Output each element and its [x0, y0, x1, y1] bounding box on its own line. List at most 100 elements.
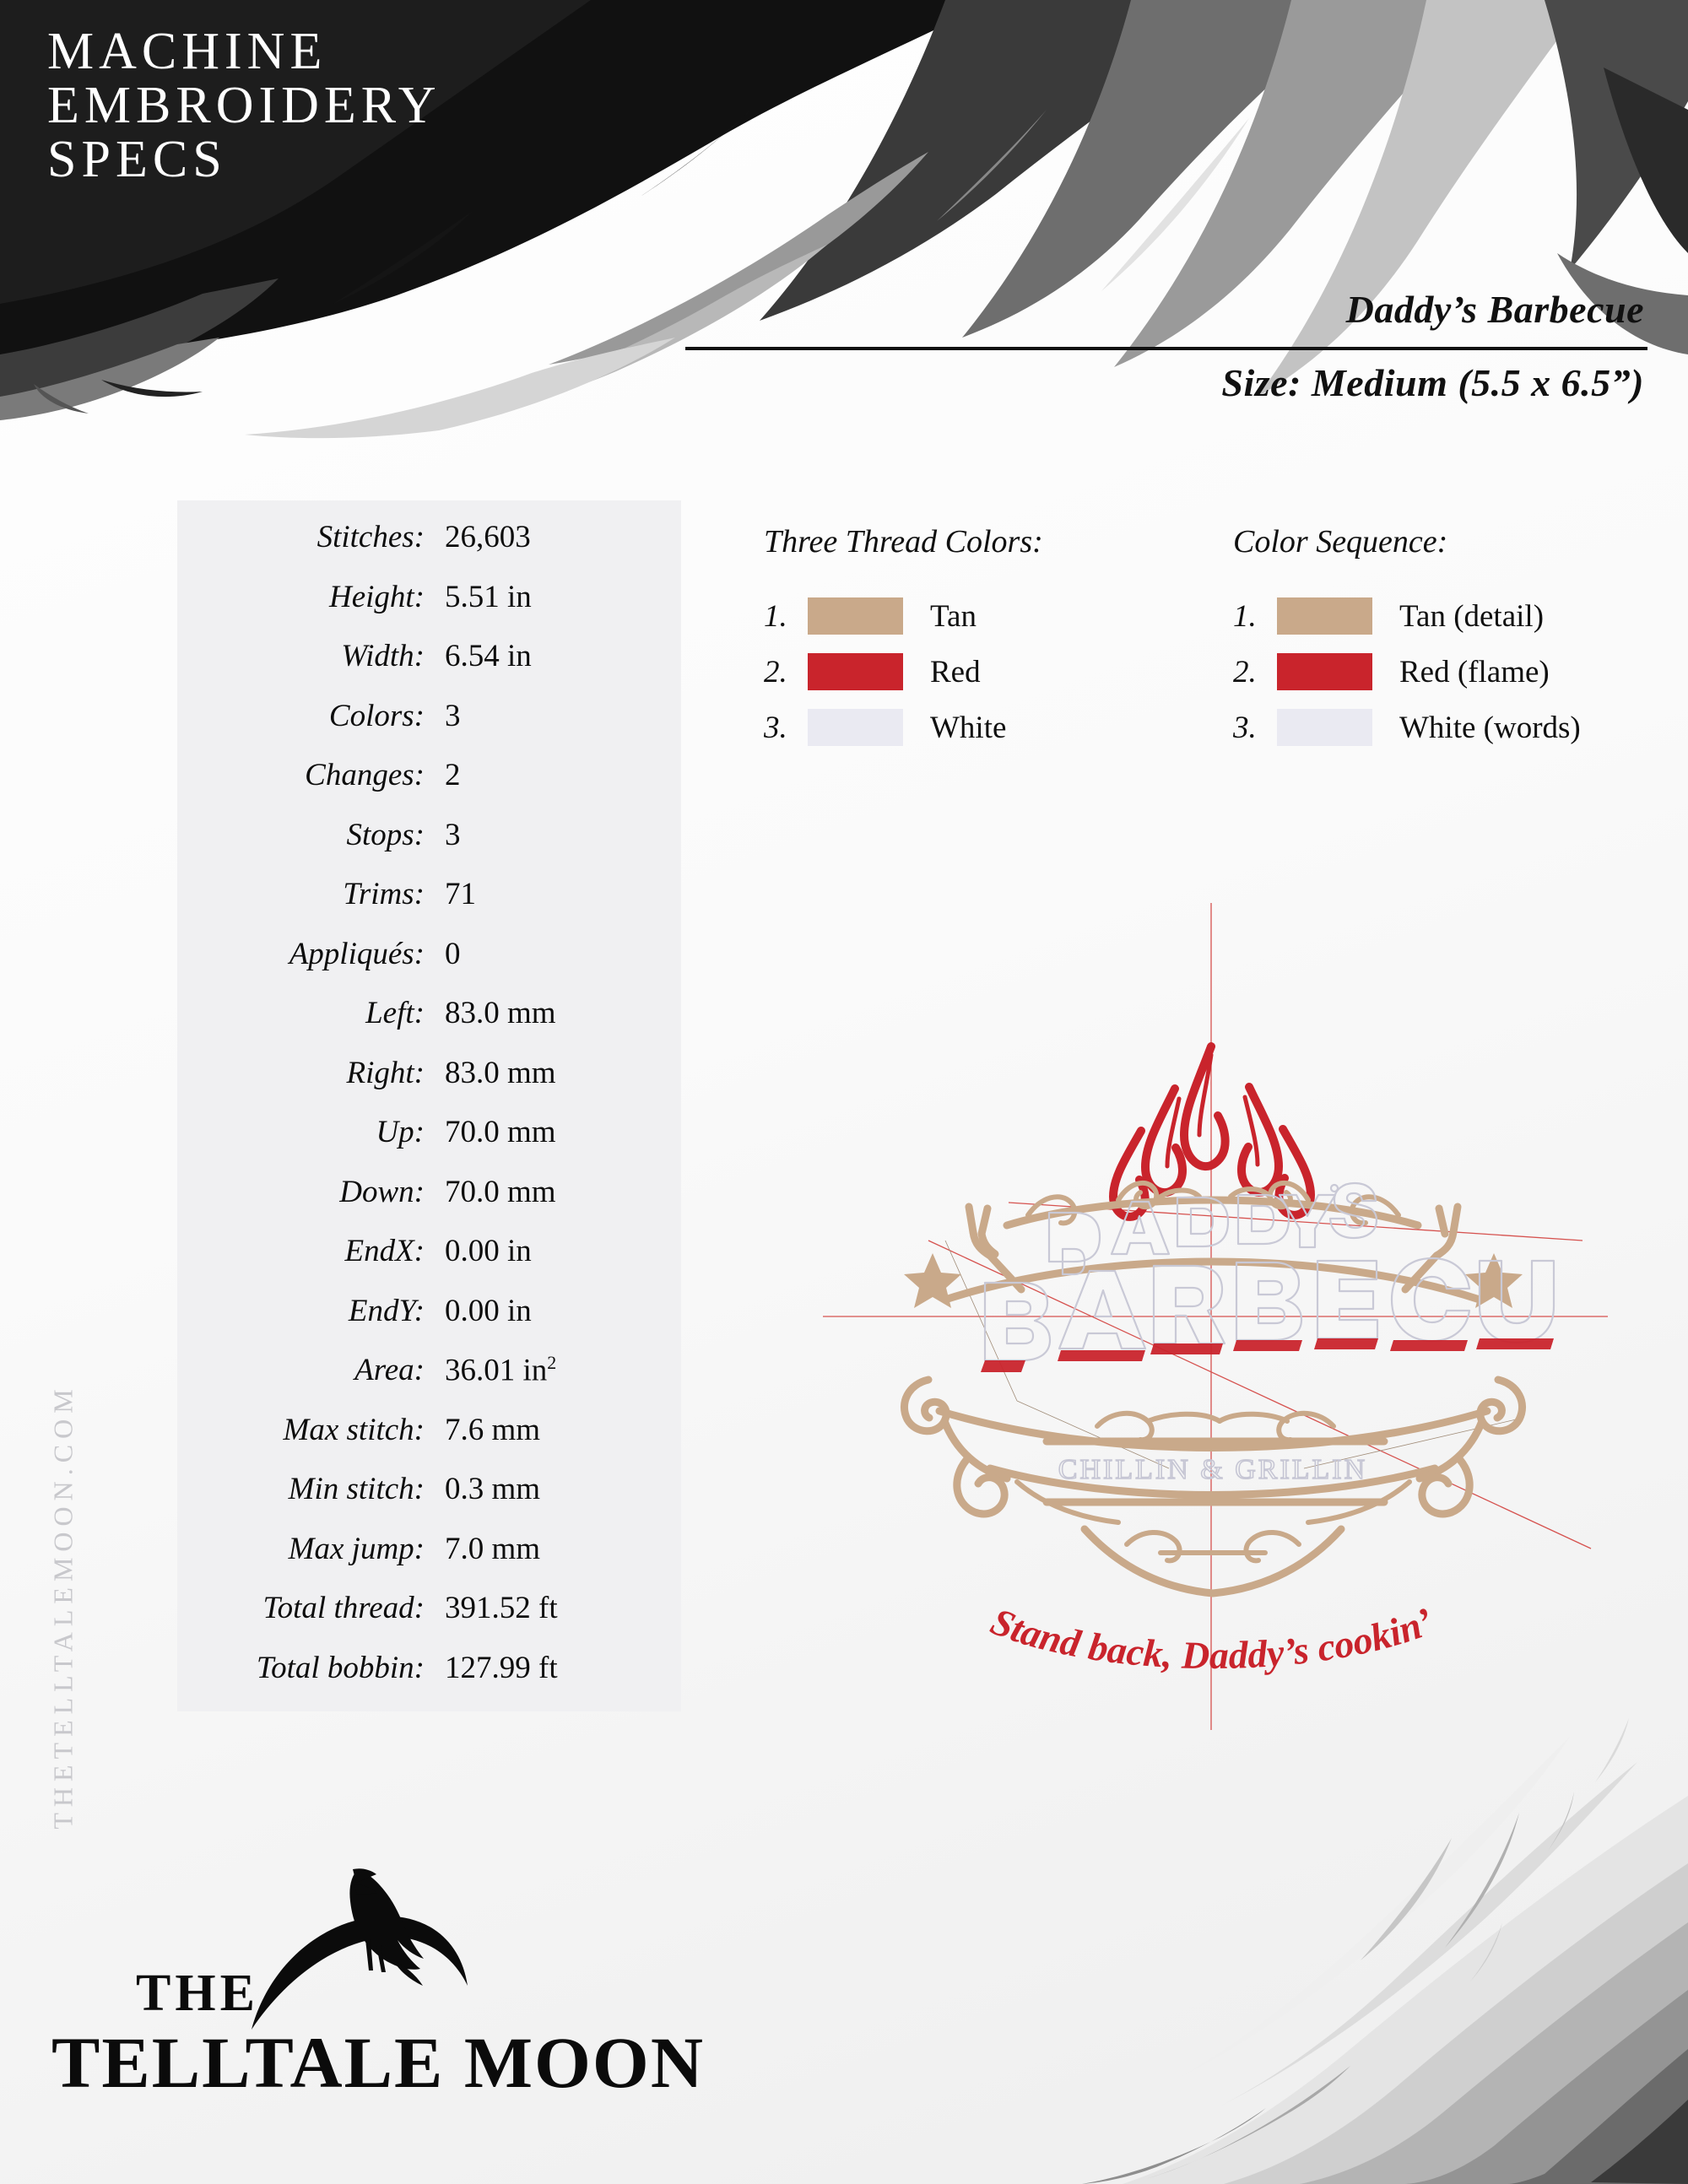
thread-swatch [808, 653, 903, 690]
spec-value: 0.00 in [445, 1293, 532, 1328]
thread-color-row: 3. White [764, 700, 1177, 754]
thread-swatch [1277, 597, 1372, 635]
thread-swatch [1277, 653, 1372, 690]
spec-label: Stitches: [316, 520, 425, 554]
spec-row: Changes: 2 [177, 757, 681, 817]
thread-swatch [808, 597, 903, 635]
spec-label: Max jump: [288, 1531, 425, 1566]
spec-label: Appliqués: [289, 936, 425, 971]
specs-panel-background [177, 500, 681, 1711]
design-size: Size: Medium (5.5 x 6.5”) [1221, 361, 1644, 404]
thread-index: 1. [764, 598, 787, 634]
spec-row: Down: 70.0 mm [177, 1174, 681, 1234]
embroidery-design-preview: .tan-s { fill:none; stroke:#c9a98a; stro… [764, 878, 1658, 1764]
spec-label: Max stitch: [283, 1412, 425, 1447]
spec-row: EndX: 0.00 in [177, 1233, 681, 1293]
header-divider [685, 347, 1647, 350]
spec-value: 70.0 mm [445, 1115, 556, 1149]
flame-motif [1109, 1042, 1315, 1221]
spec-row: Left: 83.0 mm [177, 995, 681, 1055]
spec-label: Changes: [305, 758, 425, 792]
tagline-text: Stand back, Daddy’s cookin’ [985, 1599, 1439, 1677]
spec-label: Min stitch: [288, 1472, 425, 1506]
brand-logo-name: TELLTALE MOON [51, 2022, 705, 2103]
color-sequence-title: Color Sequence: [1233, 524, 1448, 560]
design-header: Daddy’s Barbecue Size: Medium (5.5 x 6.5… [685, 287, 1647, 405]
spec-label: Colors: [328, 698, 425, 733]
side-website-url: THETELLTALEMOON.COM [47, 1383, 78, 1830]
spec-row: Stops: 3 [177, 817, 681, 877]
thread-swatch [808, 709, 903, 746]
design-preview-svg: .tan-s { fill:none; stroke:#c9a98a; stro… [823, 903, 1608, 1730]
spec-label: Height: [328, 579, 425, 614]
spec-value: 391.52 ft [445, 1591, 558, 1625]
spec-row: Colors: 3 [177, 698, 681, 758]
spec-label: Total bobbin: [256, 1650, 425, 1685]
spec-value: 83.0 mm [445, 1055, 556, 1090]
spec-row: Up: 70.0 mm [177, 1114, 681, 1174]
spec-value: 2 [445, 758, 461, 792]
thread-color-row: 1. Tan (detail) [1233, 589, 1647, 643]
spec-row: Min stitch: 0.3 mm [177, 1471, 681, 1531]
word-barbecue [981, 1257, 1555, 1372]
spec-row: Area: 36.01 in2 [177, 1352, 681, 1412]
crow-on-moon-icon [252, 1868, 468, 2030]
spec-value: 70.0 mm [445, 1174, 556, 1209]
fork-and-star-motif [904, 1203, 1523, 1308]
spec-value: 7.0 mm [445, 1531, 541, 1566]
spec-label: EndX: [344, 1234, 425, 1268]
spec-label: Area: [354, 1353, 425, 1388]
design-name: Daddy’s Barbecue [1345, 288, 1644, 331]
page-title: MACHINE EMBROIDERY SPECS [47, 23, 441, 188]
subtitle-banner: CHILLIN & GRILLIN [1042, 1410, 1388, 1506]
spec-row: Height: 5.51 in [177, 579, 681, 639]
spec-value: 0.3 mm [445, 1472, 541, 1506]
spec-label: Total thread: [262, 1591, 425, 1625]
spec-value: 26,603 [445, 520, 531, 554]
thread-swatch [1277, 709, 1372, 746]
thread-color-columns: Three Thread Colors: 1. Tan 2. Red 3. White C… [764, 523, 1658, 756]
spec-row: Total thread: 391.52 ft [177, 1590, 681, 1650]
spec-row: Max stitch: 7.6 mm [177, 1412, 681, 1472]
spec-value: 3 [445, 817, 461, 852]
spec-value: 5.51 in [445, 579, 532, 614]
spec-value: 127.99 ft [445, 1650, 558, 1685]
spec-label: Down: [339, 1174, 425, 1209]
spec-label: Left: [365, 996, 425, 1030]
spec-label: Trims: [343, 877, 425, 911]
thread-color-row: 1. Tan [764, 589, 1177, 643]
spec-value: 0 [445, 936, 461, 971]
spec-label: Up: [376, 1115, 425, 1149]
spec-row: EndY: 0.00 in [177, 1293, 681, 1353]
brand-logo-the: THE [136, 1965, 259, 2022]
thread-index: 3. [764, 710, 787, 745]
spec-value: 0.00 in [445, 1234, 532, 1268]
spec-value: 83.0 mm [445, 996, 556, 1030]
spec-value: 6.54 in [445, 639, 532, 673]
spec-label: EndY: [348, 1293, 425, 1328]
spec-value: 71 [445, 877, 476, 911]
spec-value: 3 [445, 698, 461, 733]
thread-color-row: 2. Red (flame) [1233, 645, 1647, 699]
stitch-path-guide-a [928, 1240, 1592, 1549]
thread-index: 3. [1233, 710, 1257, 745]
brand-logo: THE TELLTALE MOON [47, 1868, 703, 2132]
thread-name: Tan [930, 598, 977, 634]
spec-label: Width: [341, 639, 425, 673]
thread-name: White (words) [1399, 710, 1581, 745]
thread-index: 2. [1233, 654, 1257, 689]
thread-name: White [930, 710, 1007, 745]
spec-row: Appliqués: 0 [177, 936, 681, 996]
thread-name: Red [930, 654, 981, 689]
bottom-brushstroke-decoration [1082, 1718, 1688, 2184]
specs-table: Stitches: 26,603 Height: 5.51 in Width: 6.54 … [177, 519, 681, 1709]
thread-index: 1. [1233, 598, 1257, 634]
spec-label: Right: [346, 1055, 425, 1090]
side-flourishes [900, 1376, 1527, 1525]
thread-name: Red (flame) [1399, 654, 1550, 689]
thread-colors-title: Three Thread Colors: [764, 524, 1043, 560]
spec-value: 7.6 mm [445, 1412, 541, 1447]
spec-value: 36.01 in2 [445, 1352, 557, 1388]
thread-color-row: 3. White (words) [1233, 700, 1647, 754]
